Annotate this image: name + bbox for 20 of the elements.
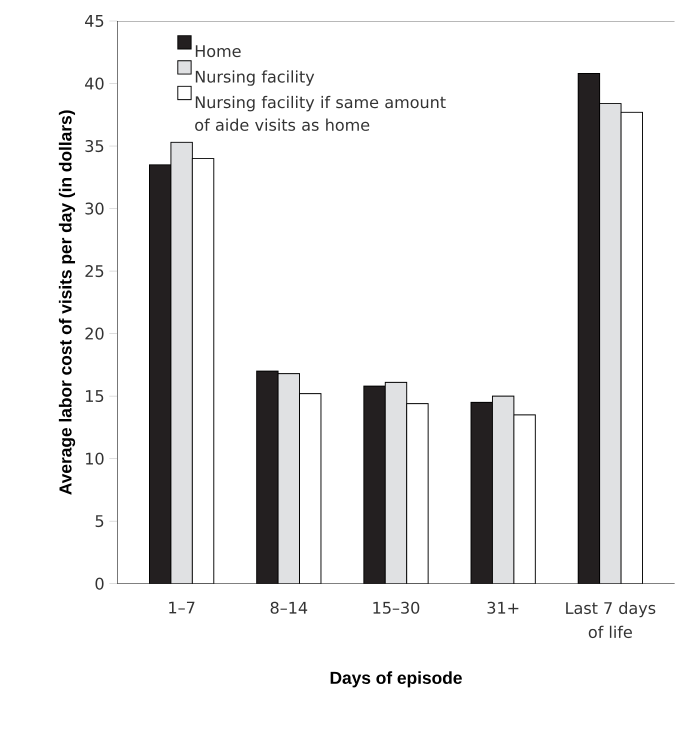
x-tick-label: 8–14 (270, 602, 308, 614)
y-tick-label: 35 (85, 140, 104, 152)
y-tick-label: 30 (85, 202, 104, 215)
y-tick-label: 10 (86, 452, 104, 465)
y-tick-label: 40 (85, 77, 104, 90)
legend-label: Nursing facility if same amount of aide visits as home (195, 96, 446, 131)
x-tick-label: Last 7 days of life (566, 602, 656, 638)
x-tick-label: 1–7 (169, 602, 194, 614)
y-tick-label: 20 (85, 328, 104, 340)
x-tick-label: 15–30 (373, 602, 420, 614)
y-tick-label: 15 (86, 390, 104, 402)
y-tick-label: 25 (85, 265, 104, 278)
y-axis-title: Average labor cost of visits per day (in dollars) (58, 110, 76, 495)
y-tick-label: 5 (96, 515, 104, 528)
y-tick-label: 45 (85, 15, 104, 27)
legend-label: Nursing facility (196, 70, 314, 86)
y-tick-label: 0 (95, 578, 104, 590)
x-tick-label: 31+ (487, 602, 518, 614)
legend-label: Home (196, 45, 241, 58)
x-axis-title: Days of episode (330, 671, 462, 688)
